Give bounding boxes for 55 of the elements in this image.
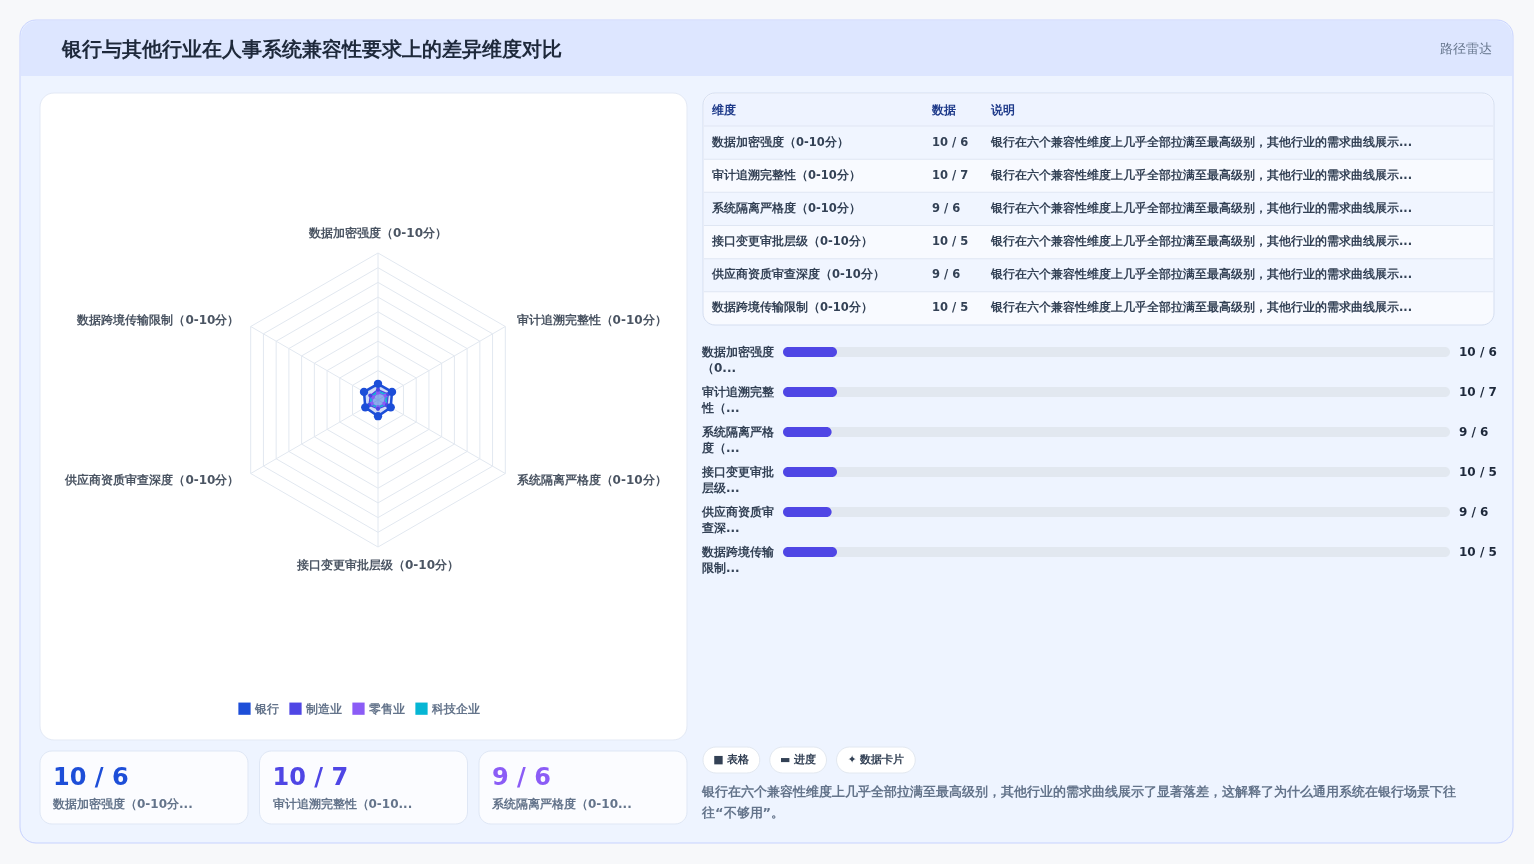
- text: 银行在六个兼容性维度上几乎全部拉满至最高级别，其他行业的需求曲线展示了显著落差，这解释了为什么通用系统在银行场景下往往“不够用”。: [701, 784, 1456, 820]
- text: 10 / 5: [1459, 465, 1497, 479]
- category-label: 审计追溯完整性（0-10...: [272, 797, 413, 811]
- spoke-label: 供应商资质审查深度（0-10分）: [64, 473, 240, 487]
- spoke-label: 数据加密强度（0-10分）: [307, 226, 448, 240]
- legend-label: 制造业: [305, 701, 342, 716]
- text: 9 / 6: [492, 763, 551, 791]
- text: 10 / 5: [1459, 545, 1497, 559]
- y-tick-label: 供应商资质审查深...: [701, 505, 774, 535]
- category-label: 系统隔离严格度（0-10分）: [711, 200, 861, 215]
- text: 银行在六个兼容性维度上几乎全部拉满至最高级别，其他行业的需求曲线展示...: [990, 234, 1413, 249]
- text: 9 / 6: [932, 200, 961, 215]
- text: 银行在六个兼容性维度上几乎全部拉满至最高级别，其他行业的需求曲线展示...: [990, 267, 1413, 282]
- legend-label: 零售业: [368, 701, 405, 716]
- text: 9 / 6: [1459, 505, 1489, 519]
- text: 10 / 6: [932, 134, 969, 149]
- text: 9 / 6: [932, 267, 961, 282]
- text: 银行在六个兼容性维度上几乎全部拉满至最高级别，其他行业的需求曲线展示...: [990, 200, 1413, 215]
- text: 路径雷达: [1440, 40, 1492, 56]
- spoke-label: 审计追溯完整性（0-10分）: [516, 313, 667, 327]
- y-tick-label: 数据跨境传输限制...: [701, 545, 775, 575]
- category-label: 数据加密强度（0-10分）: [711, 134, 849, 149]
- category-label: 接口变更审批层级（0-10分）: [711, 234, 873, 249]
- text: 银行在六个兼容性维度上几乎全部拉满至最高级别，其他行业的需求曲线展示...: [990, 167, 1413, 182]
- text: 10 / 7: [272, 763, 349, 791]
- y-tick-label: 接口变更审批层级...: [701, 465, 774, 495]
- text: ▬ 进度: [780, 753, 817, 766]
- text: 10 / 5: [932, 300, 969, 315]
- legend-label: 科技企业: [431, 701, 480, 716]
- chart-title: 银行与其他行业在人事系统兼容性要求上的差异维度对比: [61, 36, 562, 61]
- text: 说明: [990, 102, 1015, 117]
- text: 银行在六个兼容性维度上几乎全部拉满至最高级别，其他行业的需求曲线展示...: [990, 134, 1413, 149]
- category-label: 系统隔离严格度（0-10...: [491, 797, 632, 811]
- spoke-label: 系统隔离严格度（0-10分）: [515, 473, 667, 487]
- category-label: 审计追溯完整性（0-10分）: [712, 167, 861, 182]
- text: 银行在六个兼容性维度上几乎全部拉满至最高级别，其他行业的需求曲线展示...: [990, 300, 1413, 315]
- text: ■ 表格: [713, 753, 751, 766]
- spoke-label: 数据跨境传输限制（0-10分）: [76, 313, 240, 327]
- text: 10 / 7: [932, 167, 969, 182]
- category-label: 供应商资质审查深度（0-10分）: [711, 267, 885, 282]
- text: 10 / 5: [932, 234, 969, 249]
- spoke-label: 接口变更审批层级（0-10分）: [295, 558, 460, 572]
- legend-label: 银行: [254, 701, 279, 716]
- text: 10 / 6: [53, 763, 129, 791]
- category-label: 数据加密强度（0-10分...: [52, 797, 193, 811]
- text: 9 / 6: [1459, 425, 1489, 439]
- category-label: 数据跨境传输限制（0-10分）: [711, 300, 873, 315]
- y-tick-label: 审计追溯完整性（...: [701, 385, 775, 415]
- text: 维度: [711, 102, 736, 117]
- y-tick-label: 系统隔离严格度（...: [701, 425, 775, 455]
- text: 数据: [931, 102, 956, 117]
- y-tick-label: 数据加密强度（0...: [701, 345, 774, 375]
- text: ✦ 数据卡片: [847, 753, 905, 766]
- text: 10 / 6: [1459, 345, 1497, 359]
- text: 10 / 7: [1459, 385, 1497, 399]
